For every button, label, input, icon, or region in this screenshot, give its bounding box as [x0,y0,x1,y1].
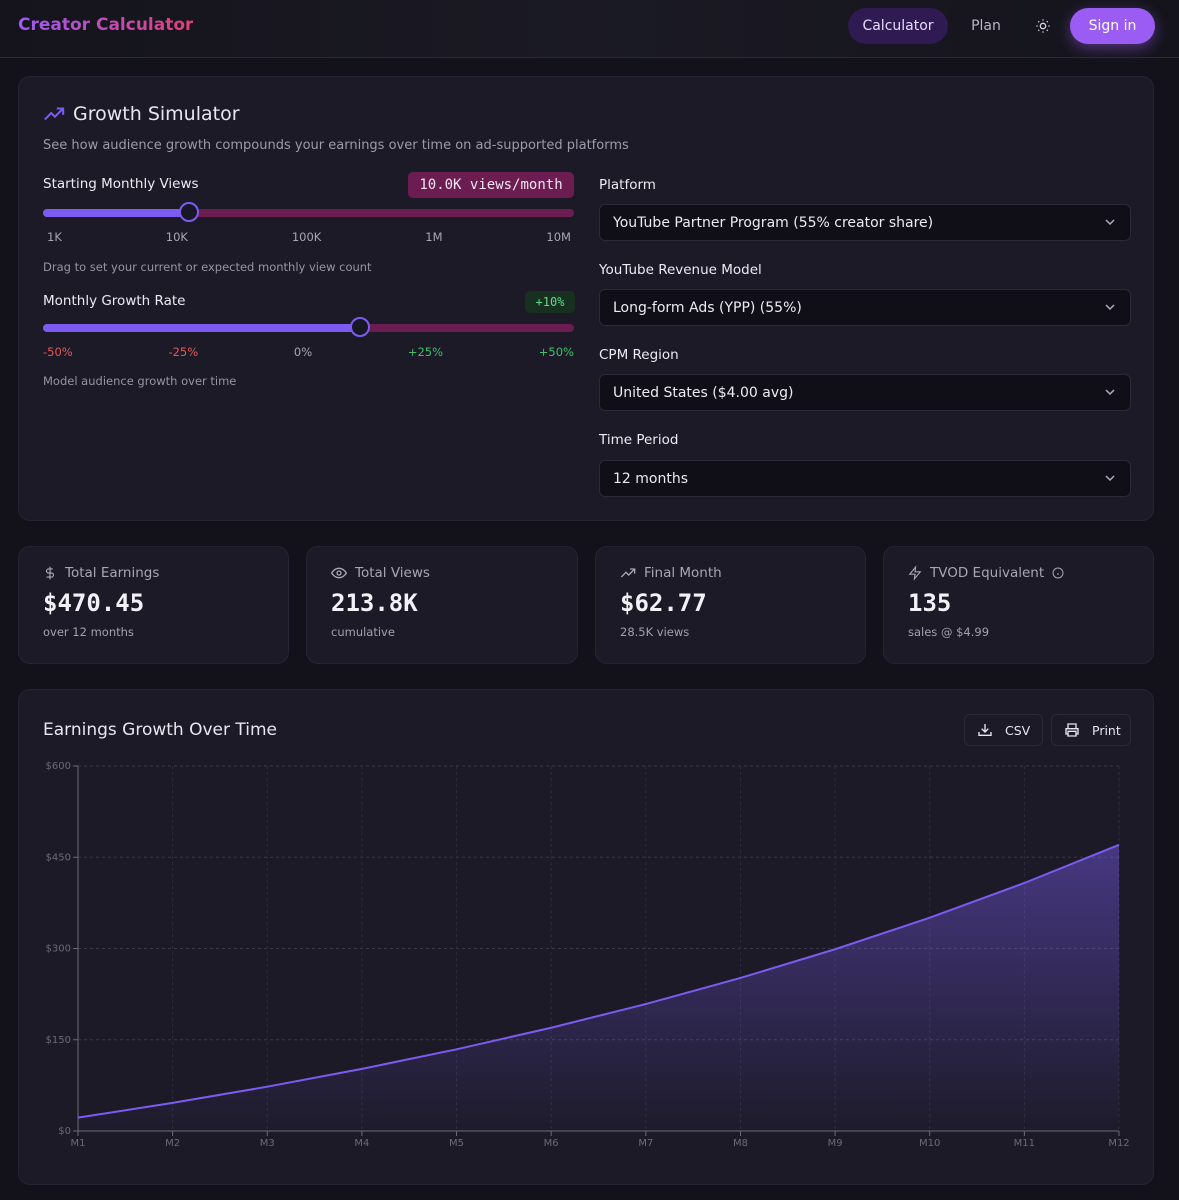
tick: -50% [43,345,73,359]
earnings-chart: $0 $150 $300 $450 $600 M1 M2 M3 M4 M5 M6 M7 M8 M9 M10 M… [46,761,1130,1149]
growth-ticks: -50% -25% 0% +25% +50% [43,345,574,359]
csv-export-button[interactable]: CSV [964,714,1043,746]
x-tick-label: M6 [544,1138,559,1149]
x-tick-label: M10 [919,1138,940,1149]
print-button[interactable]: Print [1051,714,1131,746]
views-value-badge: 10.0K views/month [408,172,574,198]
tick: 0% [293,345,313,359]
revenue-model-select[interactable]: Long-form Ads (YPP) (55%) [599,289,1131,326]
growth-value-badge: +10% [525,291,575,313]
chevron-down-icon [1105,389,1115,396]
x-tick-label: M7 [638,1138,653,1149]
earnings-chart-panel: Earnings Growth Over Time CSV Print $0 $1… [18,689,1154,1185]
trending-up-icon [44,107,65,121]
tick: +50% [538,345,574,359]
stat-total-views: Total Views 213.8K cumulative [306,546,578,664]
time-period-label: Time Period [599,432,679,448]
stat-final-month: Final Month $62.77 28.5K views [595,546,866,664]
growth-slider[interactable] [43,317,574,337]
cpm-region-select[interactable]: United States ($4.00 avg) [599,374,1131,411]
y-tick-label: $0 [58,1126,71,1137]
earnings-area [78,844,1119,1131]
download-icon [978,724,992,736]
platform-label: Platform [599,177,656,193]
panel-title: Growth Simulator [43,103,240,125]
views-label: Starting Monthly Views [43,176,199,192]
platform-select[interactable]: YouTube Partner Program (55% creator sha… [599,204,1131,241]
y-tick-label: $300 [46,944,71,955]
y-tick-label: $450 [46,852,71,863]
views-slider[interactable] [43,202,574,222]
eye-icon [331,567,347,579]
stat-sub: 28.5K views [620,625,690,639]
x-tick-label: M12 [1108,1138,1129,1149]
x-tick-label: M8 [733,1138,748,1149]
growth-simulator-panel: Growth Simulator See how audience growth… [18,76,1154,521]
chevron-down-icon [1105,219,1115,226]
logo[interactable]: Creator Calculator [18,15,194,35]
y-tick-label: $600 [46,761,71,772]
tick: 10K [165,230,188,244]
stat-value: $62.77 [620,589,707,617]
earnings-line [77,843,1120,1119]
cpm-region-label: CPM Region [599,347,679,363]
nav-plan[interactable]: Plan [971,18,1001,34]
zap-icon [908,565,922,581]
x-tick-label: M11 [1014,1138,1035,1149]
tick: 1K [47,230,62,244]
panel-subtitle: See how audience growth compounds your e… [43,138,629,153]
views-hint: Drag to set your current or expected mon… [43,260,372,274]
tick: 1M [425,230,443,244]
revenue-model-label: YouTube Revenue Model [599,262,762,278]
nav-calculator[interactable]: Calculator [848,8,948,44]
tick: 10M [546,230,571,244]
views-slider-thumb[interactable] [178,202,199,222]
x-tick-label: M3 [260,1138,275,1149]
x-tick-label: M9 [828,1138,843,1149]
stat-tvod-equivalent: TVOD Equivalent 135 sales @ $4.99 [883,546,1154,664]
sign-in-button[interactable]: Sign in [1070,8,1155,44]
sun-icon [1036,19,1050,33]
chevron-down-icon [1105,475,1115,482]
trending-up-icon [620,568,636,578]
y-tick-label: $150 [46,1035,71,1046]
x-tick-label: M1 [71,1138,86,1149]
tick: +25% [407,345,444,359]
tick: 100K [291,230,322,244]
time-period-select[interactable]: 12 months [599,460,1131,497]
growth-hint: Model audience growth over time [43,374,237,388]
growth-slider-fill [43,324,362,332]
tick: -25% [168,345,199,359]
x-tick-label: M5 [449,1138,464,1149]
views-ticks: 1K 10K 100K 1M 10M [47,230,571,244]
stat-total-earnings: Total Earnings $470.45 over 12 months [18,546,289,664]
top-nav: Creator Calculator Calculator Plan Sign … [0,0,1179,58]
views-slider-fill [43,209,186,217]
stat-value: 213.8K [331,589,418,617]
stat-sub: sales @ $4.99 [908,625,990,639]
chart-title: Earnings Growth Over Time [43,720,278,740]
theme-toggle[interactable] [1030,14,1056,38]
printer-icon [1065,723,1079,737]
growth-label: Monthly Growth Rate [43,293,186,309]
info-icon[interactable] [1052,567,1064,579]
x-tick-label: M2 [165,1138,180,1149]
stat-value: 135 [908,589,952,617]
stat-value: $470.45 [43,589,145,617]
stat-sub: cumulative [331,625,395,639]
stat-sub: over 12 months [43,625,134,639]
x-tick-label: M4 [354,1138,369,1149]
chevron-down-icon [1105,304,1115,311]
growth-slider-thumb[interactable] [349,317,370,337]
dollar-icon [45,566,55,580]
